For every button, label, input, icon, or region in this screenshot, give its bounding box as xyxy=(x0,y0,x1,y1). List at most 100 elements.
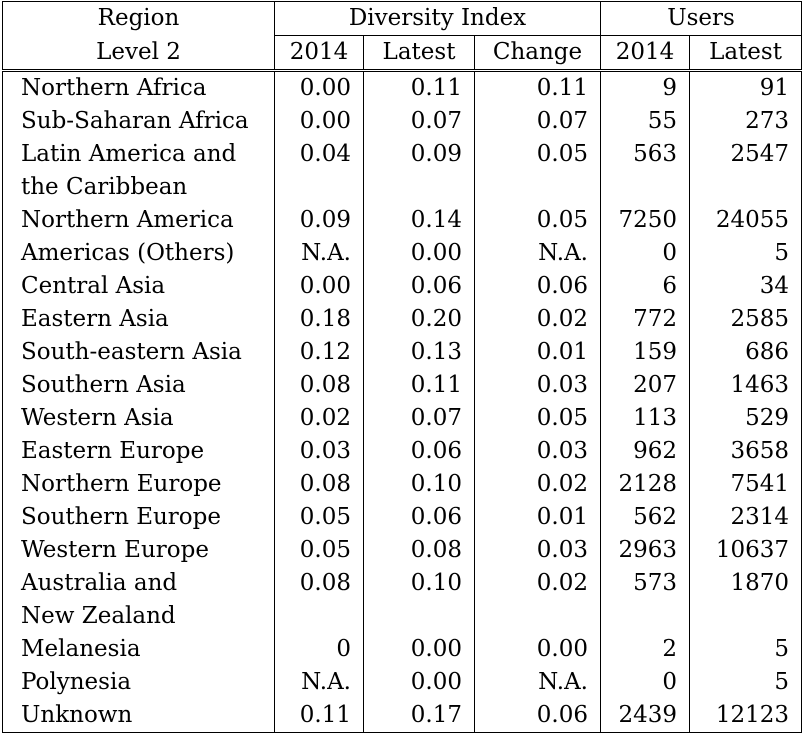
diversity-change-cell: 0.03 xyxy=(474,435,601,468)
table-row: Central Asia 0.00 0.06 0.06 6 34 xyxy=(2,270,803,303)
users-2014-cell: 207 xyxy=(600,369,690,402)
region-header-line2: Level 2 xyxy=(2,35,275,72)
users-2014-cell: 113 xyxy=(600,402,690,435)
diversity-2014-cell: 0.11 xyxy=(274,699,364,733)
diversity-2014-cell: 0.08 xyxy=(274,369,364,402)
diversity-change-cell: 0.07 xyxy=(474,105,601,138)
users-2014-cell: 159 xyxy=(600,336,690,369)
users-latest-cell: 10637 xyxy=(689,534,803,567)
region-cell: Americas (Others) xyxy=(2,237,275,270)
diversity-change-cell: 0.05 xyxy=(474,204,601,237)
diversity-2014-cell: 0.05 xyxy=(274,501,364,534)
users-latest-cell: 686 xyxy=(689,336,803,369)
users-latest-cell: 1870 xyxy=(689,567,803,600)
diversity-2014-cell: 0.18 xyxy=(274,303,364,336)
diversity-change-cell: N.A. xyxy=(474,666,601,699)
diversity-latest-cell: 0.00 xyxy=(363,237,475,270)
users-latest-cell: 2314 xyxy=(689,501,803,534)
diversity-latest-cell: 0.10 xyxy=(363,567,475,600)
diversity-2014-cell: 0.00 xyxy=(274,105,364,138)
diversity-2014-cell: 0.04 xyxy=(274,138,364,171)
empty-cell xyxy=(363,171,475,204)
diversity-2014-cell: 0.00 xyxy=(274,270,364,303)
users-latest-cell: 1463 xyxy=(689,369,803,402)
empty-cell xyxy=(474,600,601,633)
region-cell: Sub-Saharan Africa xyxy=(2,105,275,138)
diversity-latest-cell: 0.09 xyxy=(363,138,475,171)
table-row: Northern America 0.09 0.14 0.05 7250 24055 xyxy=(2,204,803,237)
diversity-latest-cell: 0.11 xyxy=(363,70,475,105)
table-row-continuation: New Zealand xyxy=(2,600,803,633)
region-cell-continuation: the Caribbean xyxy=(2,171,275,204)
table-row: Americas (Others) N.A. 0.00 N.A. 0 5 xyxy=(2,237,803,270)
diversity-change-cell: N.A. xyxy=(474,237,601,270)
region-cell: Northern Europe xyxy=(2,468,275,501)
users-latest-cell: 2547 xyxy=(689,138,803,171)
diversity-latest-cell: 0.06 xyxy=(363,435,475,468)
users-2014-cell: 2128 xyxy=(600,468,690,501)
table-row: Sub-Saharan Africa 0.00 0.07 0.07 55 273 xyxy=(2,105,803,138)
region-cell: Polynesia xyxy=(2,666,275,699)
diversity-latest-cell: 0.00 xyxy=(363,666,475,699)
empty-cell xyxy=(363,600,475,633)
table-row: Southern Asia 0.08 0.11 0.03 207 1463 xyxy=(2,369,803,402)
diversity-change-cell: 0.05 xyxy=(474,402,601,435)
diversity-2014-cell: 0.08 xyxy=(274,567,364,600)
table-row: Western Asia 0.02 0.07 0.05 113 529 xyxy=(2,402,803,435)
region-cell: Northern America xyxy=(2,204,275,237)
diversity-latest-cell: 0.06 xyxy=(363,270,475,303)
diversity-change-cell: 0.06 xyxy=(474,699,601,733)
table-header: Region Diversity Index Users Level 2 201… xyxy=(2,1,803,72)
col-header-diversity-latest: Latest xyxy=(363,35,475,72)
table-row: Polynesia N.A. 0.00 N.A. 0 5 xyxy=(2,666,803,699)
users-2014-cell: 0 xyxy=(600,666,690,699)
users-latest-cell: 91 xyxy=(689,70,803,105)
diversity-index-header: Diversity Index xyxy=(274,1,601,36)
col-header-diversity-2014: 2014 xyxy=(274,35,364,72)
table-row: Eastern Europe 0.03 0.06 0.03 962 3658 xyxy=(2,435,803,468)
table-row: Australia and 0.08 0.10 0.02 573 1870 xyxy=(2,567,803,600)
table-body: Northern Africa 0.00 0.11 0.11 9 91 Sub-Sahara… xyxy=(2,70,803,733)
diversity-latest-cell: 0.17 xyxy=(363,699,475,733)
diversity-2014-cell: 0.09 xyxy=(274,204,364,237)
diversity-latest-cell: 0.11 xyxy=(363,369,475,402)
empty-cell xyxy=(600,600,690,633)
col-header-users-latest: Latest xyxy=(689,35,803,72)
diversity-2014-cell: 0 xyxy=(274,633,364,666)
region-cell: Melanesia xyxy=(2,633,275,666)
users-2014-cell: 962 xyxy=(600,435,690,468)
region-cell: Northern Africa xyxy=(2,70,275,105)
users-2014-cell: 2963 xyxy=(600,534,690,567)
empty-cell xyxy=(274,600,364,633)
table-row: Western Europe 0.05 0.08 0.03 2963 10637 xyxy=(2,534,803,567)
users-2014-cell: 55 xyxy=(600,105,690,138)
diversity-change-cell: 0.11 xyxy=(474,70,601,105)
diversity-change-cell: 0.06 xyxy=(474,270,601,303)
diversity-latest-cell: 0.13 xyxy=(363,336,475,369)
users-2014-cell: 573 xyxy=(600,567,690,600)
diversity-latest-cell: 0.10 xyxy=(363,468,475,501)
users-latest-cell: 529 xyxy=(689,402,803,435)
table-row: Unknown 0.11 0.17 0.06 2439 12123 xyxy=(2,699,803,733)
diversity-latest-cell: 0.06 xyxy=(363,501,475,534)
table-row-continuation: the Caribbean xyxy=(2,171,803,204)
diversity-latest-cell: 0.14 xyxy=(363,204,475,237)
region-cell-continuation: New Zealand xyxy=(2,600,275,633)
diversity-latest-cell: 0.07 xyxy=(363,105,475,138)
diversity-change-cell: 0.01 xyxy=(474,501,601,534)
diversity-change-cell: 0.05 xyxy=(474,138,601,171)
region-cell: Eastern Europe xyxy=(2,435,275,468)
diversity-change-cell: 0.03 xyxy=(474,534,601,567)
users-2014-cell: 2 xyxy=(600,633,690,666)
empty-cell xyxy=(274,171,364,204)
users-latest-cell: 7541 xyxy=(689,468,803,501)
users-2014-cell: 772 xyxy=(600,303,690,336)
users-latest-cell: 2585 xyxy=(689,303,803,336)
users-latest-cell: 5 xyxy=(689,633,803,666)
users-2014-cell: 0 xyxy=(600,237,690,270)
diversity-2014-cell: 0.02 xyxy=(274,402,364,435)
table-row: South-eastern Asia 0.12 0.13 0.01 159 686 xyxy=(2,336,803,369)
region-cell: Central Asia xyxy=(2,270,275,303)
